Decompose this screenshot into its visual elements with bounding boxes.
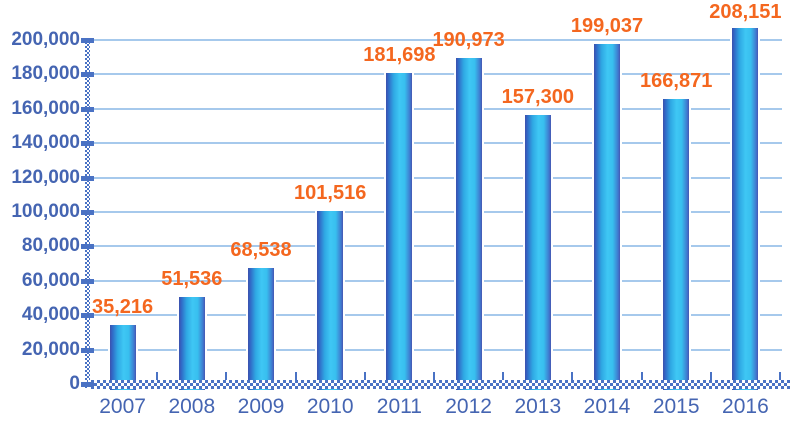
bar-2012	[453, 55, 484, 390]
bar-2008	[176, 295, 207, 390]
gridline	[88, 176, 782, 179]
x-axis-minor-tick	[571, 372, 574, 381]
bar-2014	[592, 41, 622, 390]
bar-2016	[730, 25, 761, 390]
y-tick-label: 0	[69, 373, 80, 394]
bar-2015	[661, 96, 692, 390]
y-axis-tick	[81, 382, 94, 387]
x-axis-minor-tick	[225, 372, 228, 381]
bar-value-label: 101,516	[294, 182, 367, 205]
bar-value-label: 208,151	[709, 1, 782, 23]
gridline	[88, 39, 782, 41]
bar-2010	[315, 209, 346, 390]
gridline	[88, 314, 782, 317]
y-axis-tick	[81, 106, 94, 112]
gridline	[88, 107, 782, 110]
bar-value-label: 35,216	[92, 296, 154, 319]
y-axis-tick	[81, 313, 94, 319]
y-tick-label: 200,000	[11, 29, 80, 50]
gridline	[88, 279, 782, 282]
bar-value-label: 181,698	[363, 44, 436, 67]
y-tick-label: 140,000	[11, 132, 80, 154]
x-axis-minor-tick	[294, 372, 297, 381]
y-axis-tick	[81, 141, 94, 147]
y-tick-label: 60,000	[21, 269, 80, 291]
gridline	[88, 211, 782, 213]
bar-value-label: 157,300	[501, 86, 574, 109]
gridline	[88, 73, 782, 76]
x-tick-label: 2009	[237, 395, 285, 418]
bar-value-label: 190,973	[432, 28, 505, 51]
gridline	[88, 348, 782, 351]
y-axis-tick	[81, 278, 94, 284]
x-axis-minor-tick	[709, 372, 712, 381]
bar-2013	[522, 113, 553, 390]
x-tick-label: 2010	[306, 395, 354, 418]
bar-2011	[384, 71, 415, 390]
y-tick-label: 100,000	[11, 201, 80, 222]
x-axis-minor-tick	[502, 372, 505, 381]
bar-value-label: 68,538	[230, 239, 292, 262]
x-tick-label: 2014	[583, 395, 631, 418]
x-tick-label: 2007	[99, 395, 146, 418]
y-tick-label: 180,000	[11, 63, 80, 85]
y-tick-label: 20,000	[21, 338, 80, 360]
bar-2009	[246, 266, 276, 390]
x-tick-label: 2016	[722, 395, 769, 418]
x-axis-minor-tick	[433, 372, 435, 381]
bar-value-label: 199,037	[570, 14, 644, 37]
bar-value-label: 166,871	[640, 69, 713, 92]
y-axis-tick	[81, 72, 94, 78]
y-axis-tick	[81, 244, 94, 250]
x-tick-label: 2012	[445, 395, 492, 418]
bar-2007	[107, 323, 138, 390]
x-tick-label: 2013	[514, 395, 562, 418]
y-axis-tick	[81, 210, 94, 215]
gridline	[88, 245, 782, 248]
x-axis-minor-tick	[156, 372, 159, 381]
x-tick-label: 2011	[376, 395, 422, 418]
y-tick-label: 120,000	[11, 166, 80, 188]
bar-value-label: 51,536	[161, 268, 223, 291]
y-tick-label: 40,000	[21, 304, 80, 326]
gridline	[88, 142, 782, 145]
x-axis-minor-tick	[363, 372, 366, 381]
x-axis-minor-tick	[640, 372, 643, 381]
y-axis-tick	[81, 38, 94, 43]
x-axis-line	[88, 380, 790, 389]
y-axis-tick	[81, 347, 94, 353]
y-tick-label: 160,000	[11, 97, 80, 119]
y-tick-label: 80,000	[21, 235, 80, 257]
x-tick-label: 2015	[652, 395, 700, 418]
x-tick-label: 2008	[168, 395, 216, 418]
y-axis-tick	[81, 175, 94, 181]
x-axis-minor-tick	[779, 372, 781, 381]
